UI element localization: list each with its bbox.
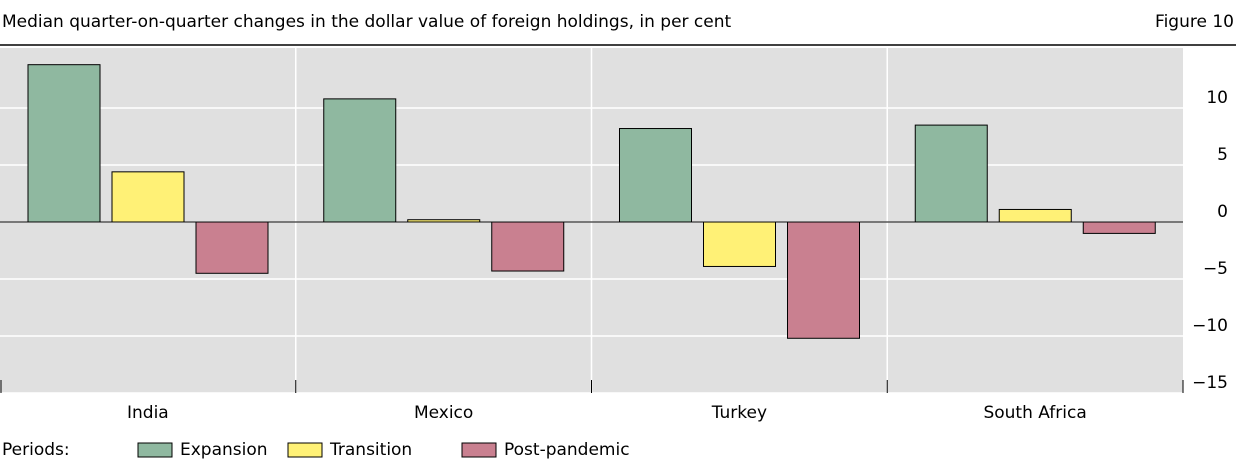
legend-label: Expansion (180, 440, 268, 460)
legend-label: Transition (329, 440, 412, 460)
bar (195, 221, 269, 274)
bar (491, 221, 565, 272)
y-tick-label: −5 (1203, 259, 1228, 279)
legend-label: Post-pandemic (504, 440, 630, 460)
bar (323, 98, 397, 223)
bar (998, 208, 1072, 223)
legend-swatch (461, 442, 497, 458)
x-tick-label: South Africa (983, 403, 1086, 423)
bar (111, 171, 185, 223)
bar (787, 221, 860, 339)
bar (27, 64, 101, 223)
bar (914, 124, 988, 223)
bar (1082, 221, 1156, 234)
figure-label: Figure 10 (1155, 12, 1234, 32)
legend-title: Periods: (2, 440, 70, 460)
y-tick-label: −10 (1192, 316, 1228, 336)
y-tick-label: −15 (1192, 373, 1228, 393)
legend-swatch (287, 442, 323, 458)
y-tick-label: 5 (1217, 145, 1228, 165)
x-tick-label: Turkey (711, 403, 767, 423)
chart-title: Median quarter-on-quarter changes in the… (2, 12, 732, 32)
x-tick-label: India (127, 403, 169, 423)
legend-swatch (137, 442, 173, 458)
bar (619, 128, 692, 223)
bar (703, 221, 776, 267)
y-tick-label: 10 (1206, 88, 1228, 108)
y-tick-label: 0 (1217, 202, 1228, 222)
x-tick-label: Mexico (414, 403, 473, 423)
